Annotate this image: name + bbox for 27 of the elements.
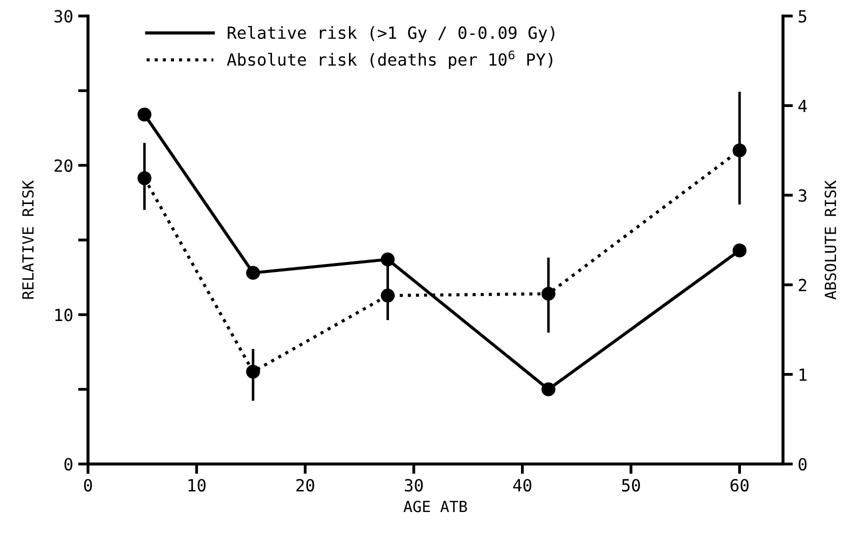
point (380, 252, 395, 266)
x-tick-label: 30 (404, 478, 423, 492)
y2-tick-label: 4 (798, 100, 807, 112)
y2-tick-label: 5 (798, 10, 806, 23)
y-tick-label: 20 (54, 159, 72, 172)
x-tick-label: 50 (622, 478, 640, 492)
x-tick-label: 60 (730, 478, 749, 492)
y-tick-label: 10 (55, 308, 72, 322)
x-axis-title: AGE ATB (404, 500, 467, 512)
point (732, 244, 747, 258)
point (541, 382, 556, 396)
x-tick-label: 20 (296, 478, 314, 492)
y-tick-label: 0 (64, 458, 72, 471)
point (246, 266, 260, 280)
y2-axis-title: ABSOLUTE RISK (824, 180, 836, 300)
y2-tick-label: 3 (798, 189, 806, 202)
point (138, 108, 152, 122)
y2-tick-label: 0 (798, 458, 807, 471)
y2-tick-label: 2 (798, 278, 806, 292)
legend-label: Absolute risk (deaths per 10$^{6}$ PY) (226, 50, 552, 70)
x-tick-label: 0 (84, 478, 92, 492)
x-tick-label: 40 (513, 478, 532, 492)
y-axis-title: RELATIVE RISK (22, 180, 34, 299)
y2-tick-label: 1 (800, 368, 806, 381)
x-tick-label: 10 (188, 478, 206, 492)
y-tick-label: 30 (54, 10, 72, 23)
legend-label: Relative risk (>1 Gy / 0-0.09 Gy) (228, 26, 554, 42)
